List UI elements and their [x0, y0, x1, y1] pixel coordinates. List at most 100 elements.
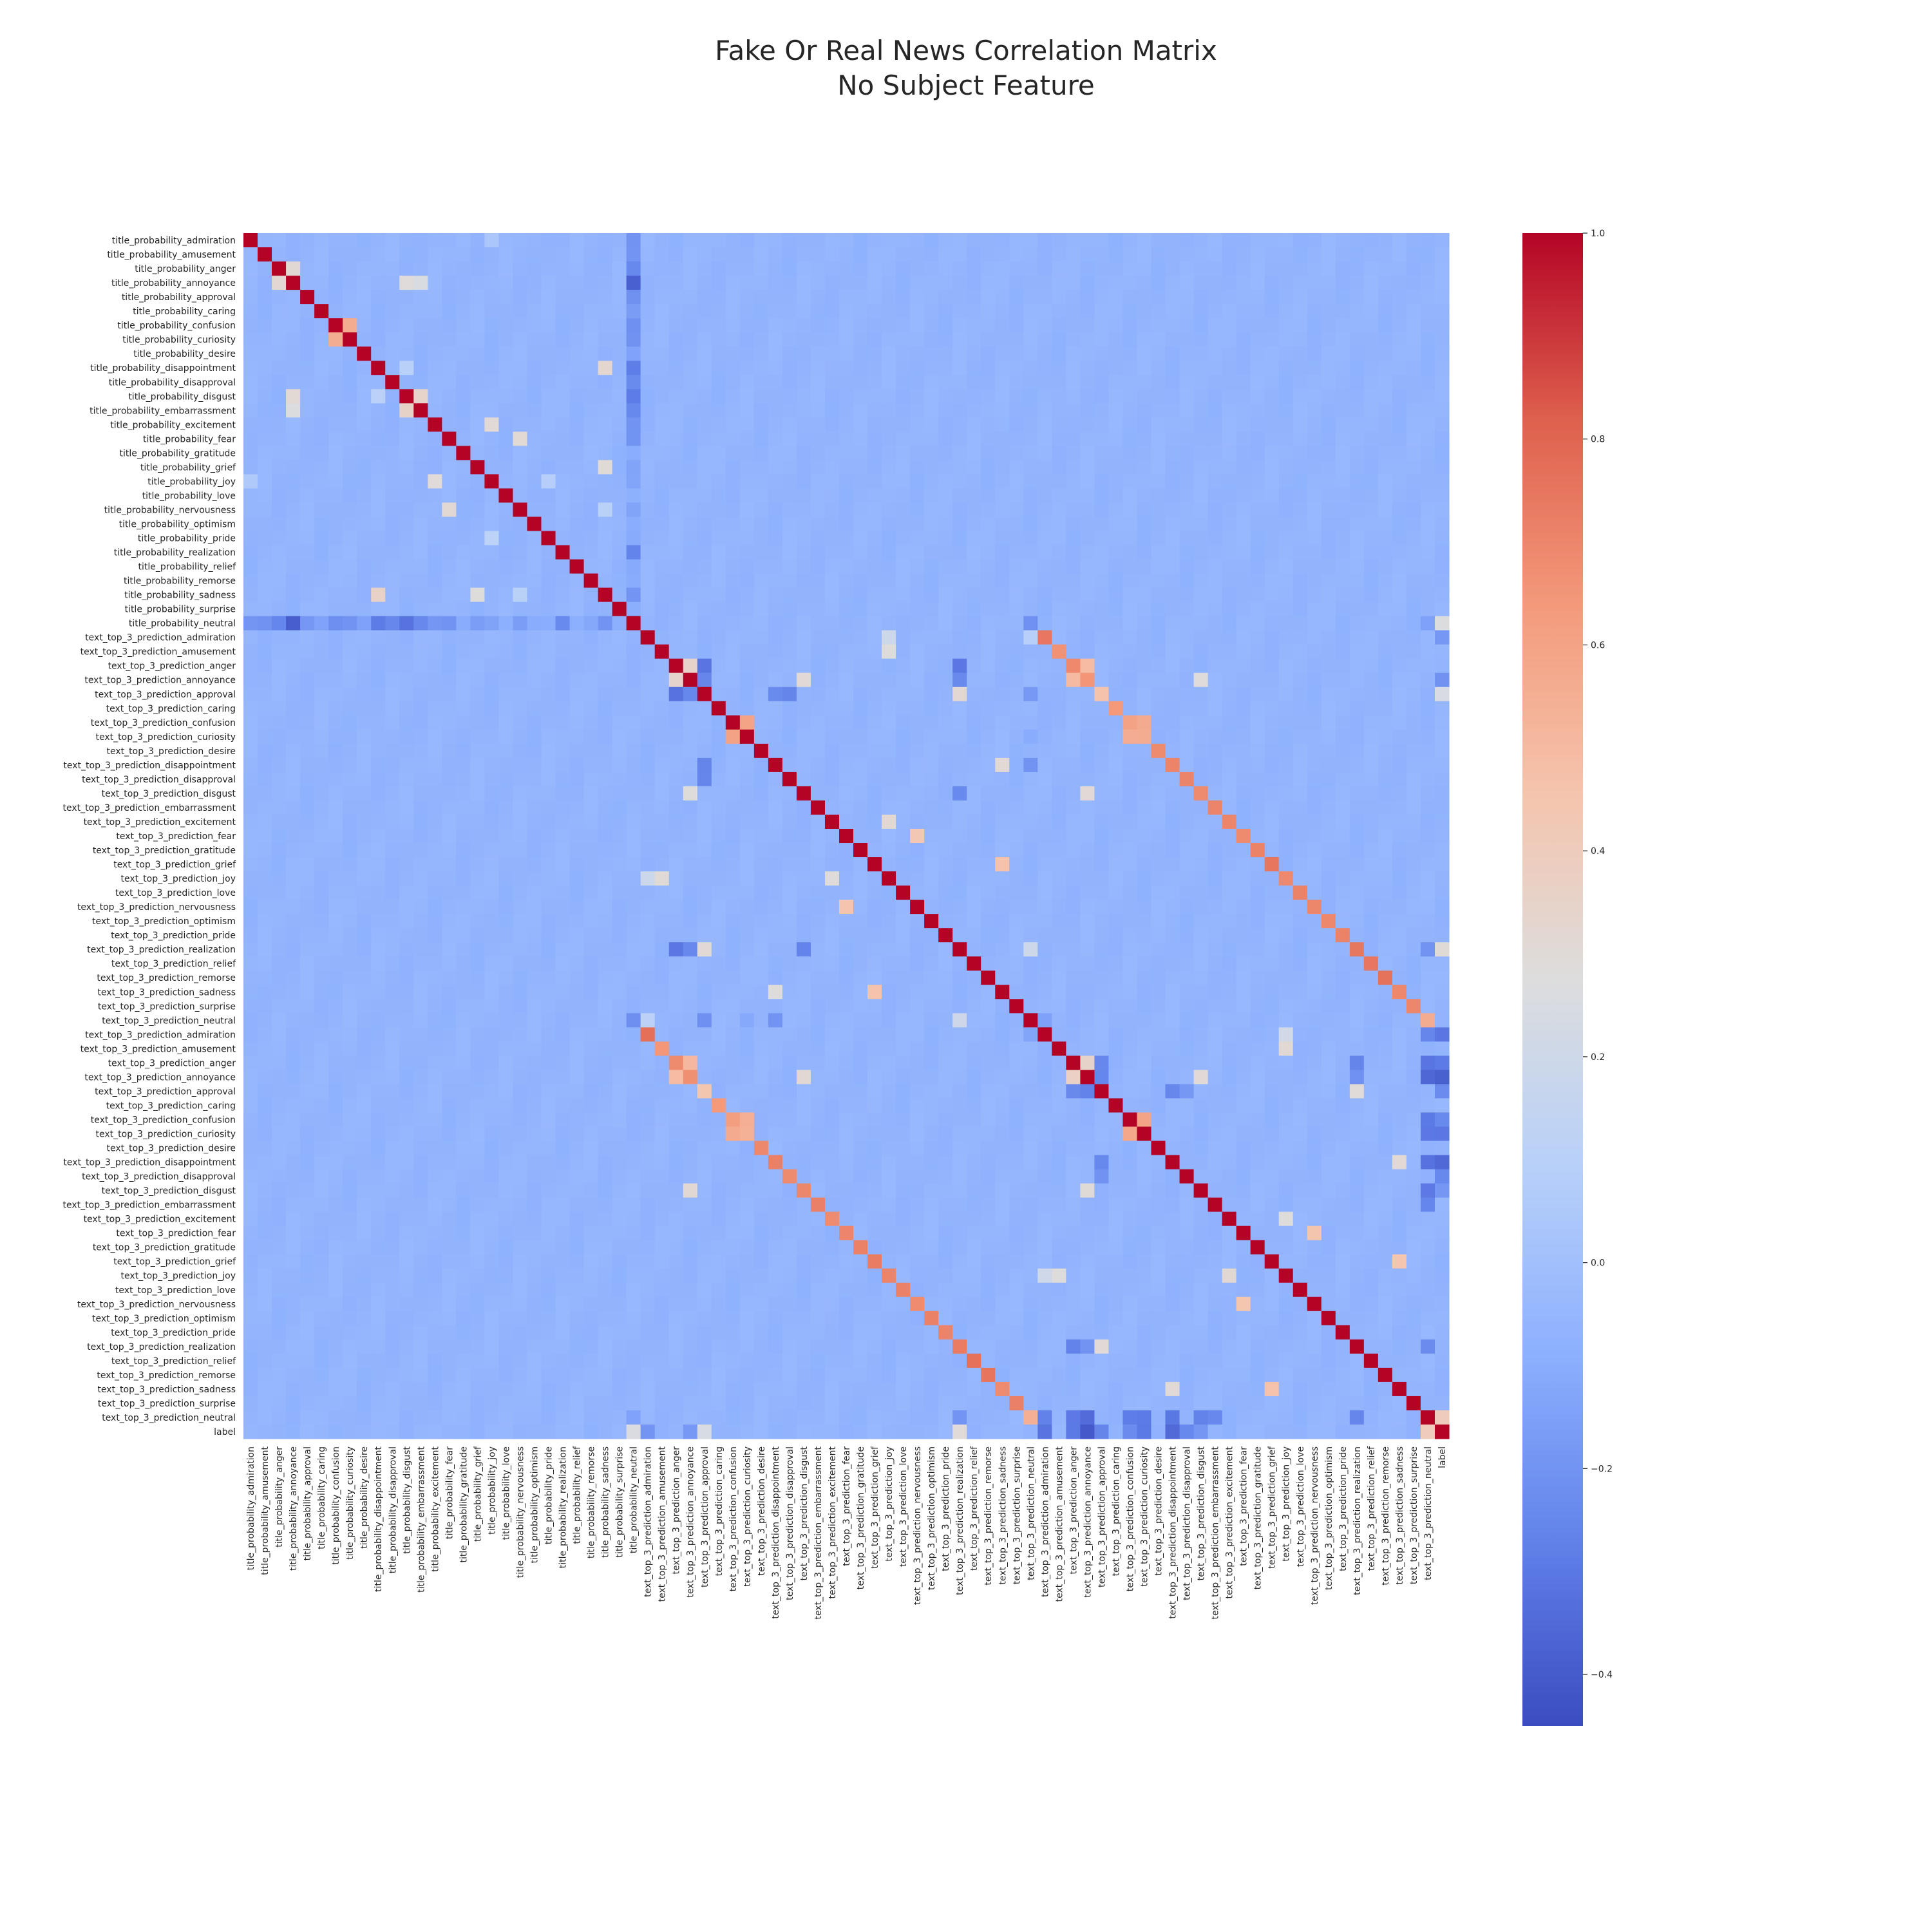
heatmap-cell: [952, 516, 967, 532]
heatmap-cell: [1066, 446, 1081, 460]
heatmap-cell: [1349, 871, 1365, 886]
heatmap-cell: [853, 573, 868, 589]
heatmap-cell: [739, 701, 755, 716]
heatmap-cell: [1434, 531, 1450, 546]
heatmap-cell: [243, 446, 258, 460]
heatmap-cell: [456, 729, 471, 744]
heatmap-cell: [314, 971, 329, 985]
heatmap-cell: [498, 999, 514, 1014]
heatmap-cell: [782, 304, 797, 319]
heatmap-cell: [1222, 1027, 1237, 1042]
heatmap-cell: [1307, 786, 1322, 801]
heatmap-cell: [810, 361, 826, 375]
heatmap-cell: [910, 516, 925, 532]
heatmap-cell: [1278, 1013, 1294, 1028]
heatmap-cell: [1392, 928, 1407, 943]
heatmap-cell: [1179, 446, 1195, 460]
heatmap-cell: [967, 417, 981, 432]
heatmap-cell: [1009, 900, 1024, 914]
heatmap-cell: [1250, 290, 1265, 305]
heatmap-cell: [1363, 928, 1379, 943]
heatmap-cell: [1236, 417, 1251, 432]
heatmap-cell: [314, 743, 329, 759]
heatmap-cell: [995, 729, 1010, 744]
heatmap-cell: [796, 757, 811, 773]
heatmap-cell: [782, 488, 797, 504]
heatmap-cell: [357, 559, 372, 574]
heatmap-cell: [612, 474, 627, 489]
heatmap-cell: [896, 290, 911, 305]
heatmap-cell: [1236, 587, 1251, 603]
heatmap-cell: [1378, 361, 1393, 375]
heatmap-cell: [739, 843, 755, 858]
heatmap-cell: [1179, 772, 1195, 787]
heatmap-cell: [583, 985, 599, 999]
heatmap-cell: [1023, 1013, 1038, 1028]
heatmap-cell: [612, 871, 627, 886]
heatmap-cell: [527, 361, 542, 375]
heatmap-cell: [1363, 1027, 1379, 1042]
heatmap-cell: [824, 375, 840, 390]
heatmap-cell: [1392, 886, 1407, 900]
heatmap-cell: [1307, 290, 1322, 305]
heatmap-cell: [1080, 616, 1095, 631]
heatmap-cell: [243, 261, 258, 276]
heatmap-cell: [1349, 672, 1365, 688]
heatmap-cell: [328, 233, 343, 248]
heatmap-cell: [314, 701, 329, 716]
heatmap-cell: [484, 999, 500, 1014]
heatmap-cell: [1066, 857, 1081, 872]
heatmap-cell: [938, 446, 953, 460]
heatmap-cell: [1278, 516, 1294, 532]
heatmap-cell: [924, 1013, 939, 1028]
heatmap-cell: [470, 701, 485, 716]
heatmap-cell: [981, 1056, 996, 1070]
heatmap-cell: [768, 814, 783, 829]
heatmap-cell: [470, 743, 485, 759]
heatmap-cell: [1052, 1056, 1066, 1070]
heatmap-cell: [981, 644, 996, 659]
heatmap-cell: [995, 843, 1010, 858]
heatmap-cell: [1094, 417, 1110, 432]
heatmap-cell: [626, 247, 641, 262]
heatmap-cell: [1321, 687, 1336, 702]
heatmap-cell: [258, 886, 272, 900]
heatmap-cell: [1321, 1027, 1336, 1042]
heatmap-cell: [683, 1027, 698, 1042]
heatmap-cell: [1137, 985, 1152, 999]
heatmap-cell: [981, 658, 996, 674]
heatmap-cell: [697, 361, 712, 375]
heatmap-cell: [838, 956, 854, 971]
heatmap-cell: [1108, 701, 1124, 716]
heatmap-cell: [1023, 261, 1038, 276]
heatmap-cell: [541, 985, 556, 999]
heatmap-cell: [527, 715, 542, 730]
heatmap-cell: [824, 843, 840, 858]
heatmap-cell: [1349, 573, 1365, 589]
heatmap-cell: [569, 786, 585, 801]
heatmap-cell: [1293, 800, 1308, 815]
heatmap-cell: [1066, 942, 1081, 957]
heatmap-cell: [995, 233, 1010, 248]
heatmap-cell: [1321, 956, 1336, 971]
heatmap-cell: [357, 644, 372, 659]
heatmap-cell: [258, 644, 272, 659]
heatmap-cell: [1392, 999, 1407, 1014]
heatmap-cell: [952, 644, 967, 659]
heatmap-cell: [300, 573, 315, 589]
heatmap-cell: [867, 1027, 882, 1042]
heatmap-cell: [882, 318, 896, 333]
heatmap-cell: [527, 290, 542, 305]
heatmap-cell: [1193, 389, 1209, 404]
heatmap-cell: [810, 290, 826, 305]
heatmap-cell: [1250, 1041, 1265, 1056]
heatmap-cell: [683, 814, 698, 829]
heatmap-cell: [981, 900, 996, 914]
heatmap-cell: [1179, 276, 1195, 290]
heatmap-cell: [513, 587, 528, 603]
heatmap-cell: [484, 715, 500, 730]
heatmap-cell: [357, 474, 372, 489]
heatmap-cell: [498, 346, 514, 361]
heatmap-cell: [1420, 318, 1435, 333]
heatmap-cell: [1165, 786, 1180, 801]
